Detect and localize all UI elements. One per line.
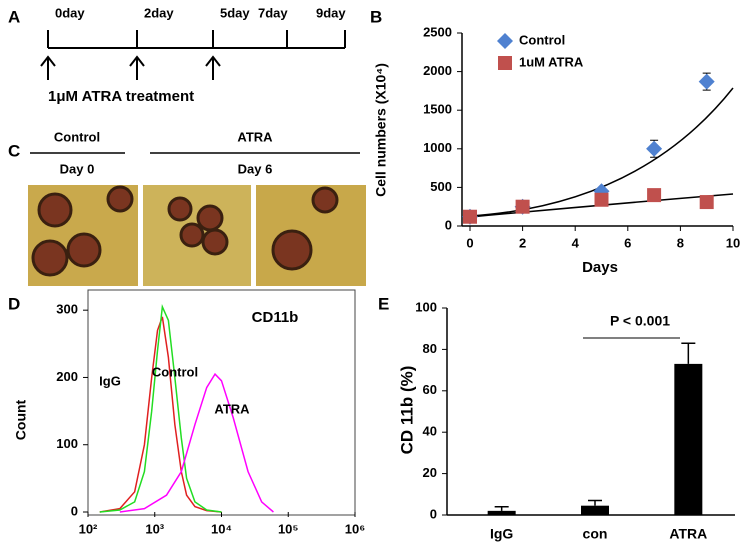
x-tick-label: 2 (519, 235, 526, 250)
x-tick-label: 10³ (145, 521, 164, 536)
marker (594, 192, 609, 207)
y-tick-label: 500 (430, 179, 452, 194)
day-label: 5day (220, 5, 250, 20)
marker (515, 199, 530, 214)
y-axis-label: Cell numbers (X10⁴) (373, 63, 389, 197)
x-tick-label: 10⁴ (211, 521, 232, 536)
y-tick-label: 1500 (423, 102, 452, 117)
bar (487, 510, 516, 515)
x-tick-label: 10 (726, 235, 740, 250)
y-tick-label: 0 (430, 506, 437, 521)
x-tick-label: 0 (466, 235, 473, 250)
day-label: Day 0 (60, 161, 95, 176)
x-tick-label: 10² (79, 521, 98, 536)
bar (581, 505, 609, 515)
group-label: ATRA (237, 129, 273, 144)
trend-line (469, 87, 734, 217)
y-tick-label: 80 (423, 341, 437, 356)
day-label: 2day (144, 5, 174, 20)
marker (646, 140, 663, 157)
day-label: 9day (316, 5, 346, 20)
x-axis-label: Days (582, 259, 618, 276)
y-tick-label: 100 (56, 436, 78, 451)
y-tick-label: 2500 (423, 24, 452, 39)
x-tick-label: IgG (490, 526, 513, 542)
bar (674, 363, 703, 515)
legend-marker (497, 33, 513, 49)
histogram-line (99, 303, 222, 513)
histogram-line (99, 316, 222, 513)
marker (463, 209, 477, 224)
y-tick-label: 40 (423, 424, 437, 439)
x-tick-label: 8 (677, 235, 684, 250)
marker (699, 195, 714, 210)
legend-label: 1uM ATRA (519, 54, 584, 69)
series-label: Control (152, 364, 198, 379)
micrographs (28, 185, 366, 286)
timeline (40, 30, 346, 80)
error-bar (681, 342, 696, 364)
y-tick-label: 60 (423, 382, 437, 397)
panel-label: A (8, 7, 20, 26)
y-tick-label: 0 (445, 217, 452, 232)
day-label: 7day (258, 5, 288, 20)
day-label: 0day (55, 5, 85, 20)
x-tick-label: 10⁶ (345, 521, 365, 536)
series-label: ATRA (214, 401, 250, 416)
treatment-label: 1μM ATRA treatment (48, 88, 194, 105)
x-tick-label: 6 (624, 235, 631, 250)
panel-label: E (378, 294, 389, 313)
series-label: IgG (99, 373, 121, 388)
day-label: Day 6 (238, 161, 273, 176)
x-tick-label: 4 (572, 235, 580, 250)
marker (698, 73, 715, 90)
y-tick-label: 1000 (423, 140, 452, 155)
y-tick-label: 200 (56, 369, 78, 384)
y-tick-label: 300 (56, 302, 78, 317)
y-tick-label: 100 (415, 299, 437, 314)
group-label: Control (54, 129, 100, 144)
panel-label: D (8, 294, 20, 313)
y-axis-label: CD 11b (%) (397, 366, 416, 455)
y-tick-label: 20 (423, 465, 437, 480)
chart-title: CD11b (252, 309, 299, 326)
panel-label: C (8, 141, 20, 160)
annotation: P < 0.001 (610, 313, 670, 329)
panel-label: B (370, 7, 382, 26)
error-bar (588, 499, 602, 506)
x-tick-label: con (583, 526, 608, 542)
x-tick-label: ATRA (669, 526, 707, 542)
legend-marker (498, 56, 512, 70)
marker (647, 188, 662, 203)
legend-label: Control (519, 32, 565, 47)
y-axis-label: Count (13, 399, 29, 440)
y-tick-label: 2000 (423, 63, 452, 78)
x-tick-label: 10⁵ (278, 521, 299, 536)
histogram-line (119, 372, 274, 513)
y-tick-label: 0 (71, 503, 78, 518)
error-bar (494, 505, 509, 511)
